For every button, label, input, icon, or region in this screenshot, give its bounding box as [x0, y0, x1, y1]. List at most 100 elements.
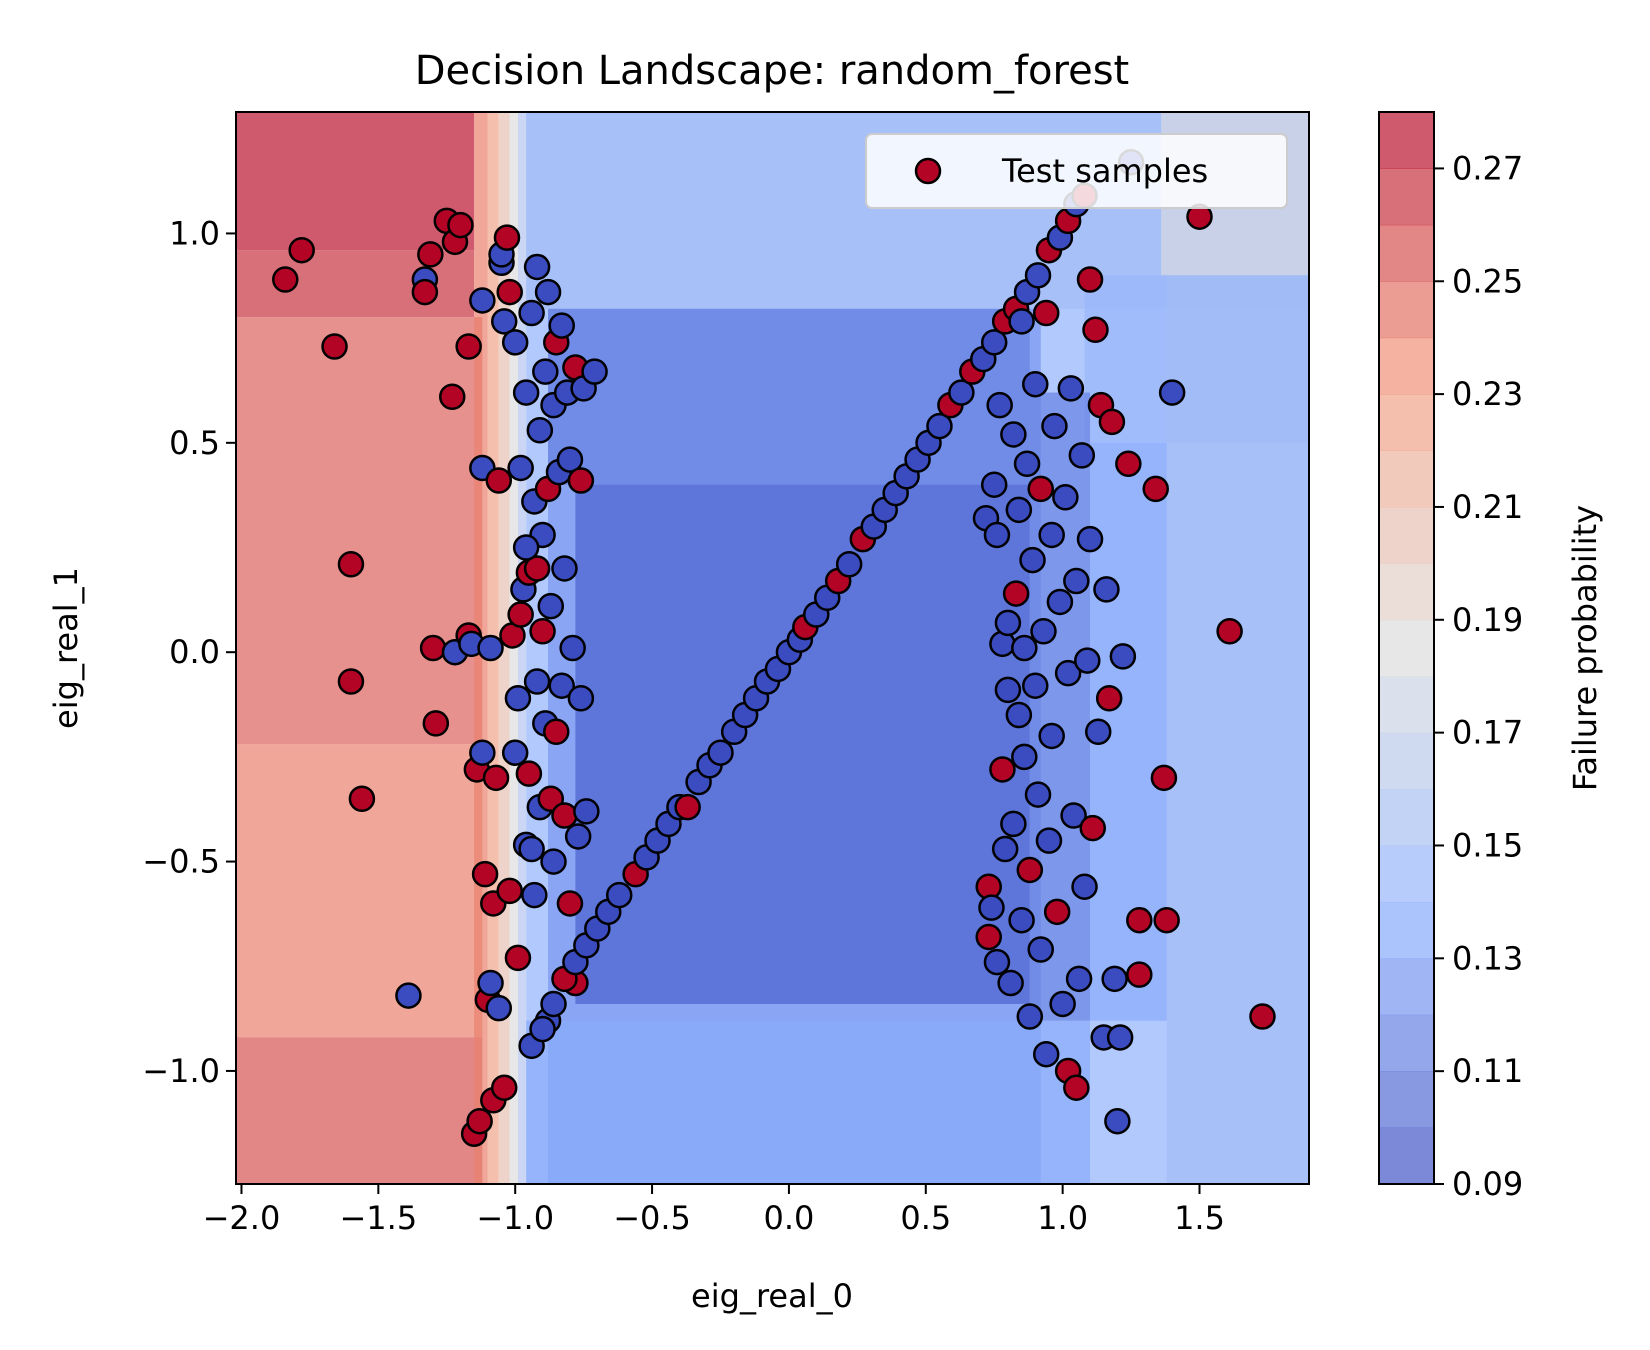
sample-point-blue	[983, 521, 1011, 549]
surface-region-0	[236, 112, 475, 251]
sample-point-blue	[948, 379, 975, 406]
colorbar-tick-label: 0.27	[1452, 149, 1523, 187]
sample-point-red	[1002, 580, 1030, 607]
sample-point-red	[1032, 299, 1060, 327]
sample-point-red	[1076, 266, 1104, 293]
sample-point-blue	[994, 676, 1022, 704]
sample-point-blue	[540, 990, 567, 1018]
sample-point-red	[504, 944, 532, 972]
sample-point-red	[438, 383, 466, 410]
sample-point-red	[1150, 764, 1178, 792]
sample-point-red	[1063, 1074, 1090, 1101]
colorbar-band	[1379, 619, 1434, 677]
surface-region-9	[517, 112, 527, 1184]
sample-point-red	[1126, 906, 1153, 934]
colorbar-band	[1379, 281, 1434, 339]
colorbar-tick-label: 0.19	[1452, 601, 1523, 639]
sample-point-blue	[556, 446, 584, 473]
surface-region-18	[575, 484, 1030, 1004]
sample-point-blue	[1011, 743, 1038, 771]
sample-point-blue	[534, 278, 562, 306]
sample-point-blue	[986, 391, 1013, 419]
colorbar-band	[1379, 337, 1434, 395]
sample-point-blue	[469, 739, 496, 766]
y-axis-label: eig_real_1	[47, 567, 85, 729]
sample-point-blue	[1041, 412, 1068, 440]
sample-point-blue	[1076, 525, 1104, 553]
sample-point-blue	[978, 894, 1005, 921]
sample-point-blue	[1005, 496, 1033, 524]
sample-point-red	[1153, 906, 1180, 934]
surface-region-7	[498, 112, 510, 1184]
sample-point-blue	[521, 881, 548, 909]
sample-point-blue	[994, 609, 1022, 637]
sample-point-blue	[540, 848, 567, 875]
sample-point-red	[272, 266, 299, 293]
sample-point-red	[485, 467, 513, 494]
sample-point-red	[482, 764, 510, 792]
sample-point-red	[411, 278, 439, 306]
sample-point-red	[455, 333, 482, 360]
sample-point-red	[288, 236, 315, 264]
sample-point-blue	[1008, 308, 1035, 335]
sample-point-blue	[1052, 484, 1079, 511]
legend-marker	[914, 157, 942, 185]
sample-point-blue	[537, 592, 565, 620]
colorbar-band	[1379, 901, 1434, 959]
decision-surface	[236, 112, 1309, 1184]
sample-point-blue	[1000, 421, 1027, 448]
colorbar: 0.09 0.11 0.13 0.15 0.17 0.19 0.21 0.23 0.25 0.27…	[1378, 111, 1604, 1203]
sample-point-blue	[1101, 965, 1128, 993]
x-tick-label: 0.0	[763, 1199, 814, 1237]
sample-point-blue	[1158, 379, 1186, 406]
sample-point-red	[337, 551, 365, 578]
sample-point-red	[975, 923, 1002, 951]
colorbar-band	[1379, 394, 1434, 452]
sample-point-blue	[1019, 546, 1046, 574]
x-tick-label: −0.5	[613, 1199, 691, 1237]
sample-point-red	[417, 241, 444, 268]
sample-point-blue	[1013, 450, 1041, 477]
sample-point-red	[529, 618, 556, 645]
sample-point-red	[1027, 475, 1054, 503]
sample-point-red	[321, 333, 348, 360]
sample-point-blue	[1035, 827, 1063, 854]
sample-point-red	[1079, 814, 1107, 842]
sample-point-blue	[529, 1015, 556, 1043]
sample-point-blue	[1109, 643, 1137, 670]
sample-point-blue	[1046, 588, 1074, 616]
sample-point-blue	[980, 329, 1008, 356]
sample-point-blue	[991, 835, 1019, 863]
sample-point-red	[1115, 450, 1142, 477]
sample-point-blue	[559, 634, 586, 662]
sample-point-red	[491, 1074, 518, 1101]
sample-point-blue	[1011, 634, 1038, 662]
sample-point-red	[1216, 618, 1243, 645]
sample-point-red	[1095, 685, 1123, 712]
sample-point-blue	[1084, 718, 1112, 745]
sample-point-red	[543, 718, 570, 745]
surface-region-4	[236, 1037, 483, 1184]
colorbar-band	[1379, 1127, 1434, 1185]
colorbar-band	[1379, 563, 1434, 621]
colorbar-tick-label: 0.09	[1452, 1165, 1523, 1203]
colorbar-tick-label: 0.21	[1452, 488, 1523, 526]
sample-point-red	[989, 756, 1016, 783]
sample-point-blue	[1054, 659, 1082, 687]
sample-point-red	[496, 877, 523, 905]
sample-point-blue	[567, 685, 595, 712]
sample-point-blue	[835, 551, 863, 578]
sample-point-red	[337, 668, 365, 695]
sample-point-red	[1098, 408, 1126, 436]
sample-point-blue	[1093, 576, 1120, 603]
sample-point-blue	[997, 969, 1024, 997]
sample-point-blue	[504, 685, 532, 712]
colorbar-label: Failure probability	[1566, 505, 1604, 791]
sample-point-blue	[518, 835, 545, 863]
sample-point-blue	[523, 668, 551, 695]
sample-point-blue	[1071, 873, 1098, 900]
sample-point-blue	[1057, 375, 1085, 402]
colorbar-gradient	[1379, 112, 1434, 1185]
sample-point-red	[447, 211, 474, 239]
